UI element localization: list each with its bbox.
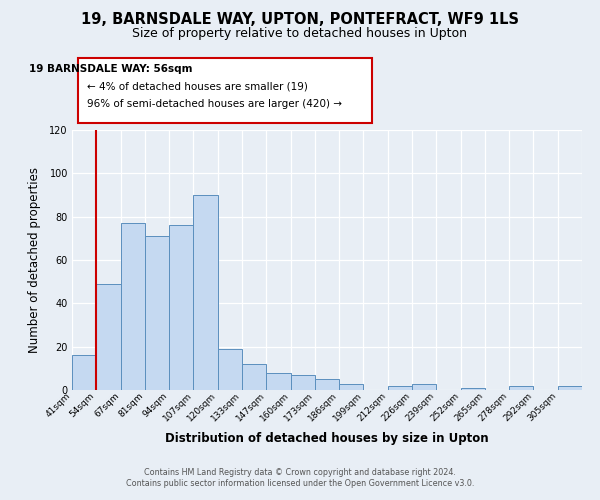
Text: Size of property relative to detached houses in Upton: Size of property relative to detached ho… — [133, 28, 467, 40]
Bar — [509, 386, 533, 390]
Text: ← 4% of detached houses are smaller (19): ← 4% of detached houses are smaller (19) — [87, 81, 308, 91]
Bar — [145, 236, 169, 390]
Bar — [96, 284, 121, 390]
Bar — [121, 223, 145, 390]
Bar — [290, 375, 315, 390]
Text: Contains HM Land Registry data © Crown copyright and database right 2024.
Contai: Contains HM Land Registry data © Crown c… — [126, 468, 474, 487]
Bar — [315, 379, 339, 390]
Text: 19, BARNSDALE WAY, UPTON, PONTEFRACT, WF9 1LS: 19, BARNSDALE WAY, UPTON, PONTEFRACT, WF… — [81, 12, 519, 28]
Bar — [72, 356, 96, 390]
Bar — [461, 388, 485, 390]
Bar — [558, 386, 582, 390]
Y-axis label: Number of detached properties: Number of detached properties — [28, 167, 41, 353]
Text: 96% of semi-detached houses are larger (420) →: 96% of semi-detached houses are larger (… — [87, 99, 342, 109]
Bar — [242, 364, 266, 390]
Text: 19 BARNSDALE WAY: 56sqm: 19 BARNSDALE WAY: 56sqm — [29, 64, 193, 74]
Bar — [339, 384, 364, 390]
Bar — [218, 349, 242, 390]
Bar — [193, 195, 218, 390]
Bar — [388, 386, 412, 390]
X-axis label: Distribution of detached houses by size in Upton: Distribution of detached houses by size … — [165, 432, 489, 445]
Bar — [266, 372, 290, 390]
Bar — [412, 384, 436, 390]
Bar — [169, 226, 193, 390]
